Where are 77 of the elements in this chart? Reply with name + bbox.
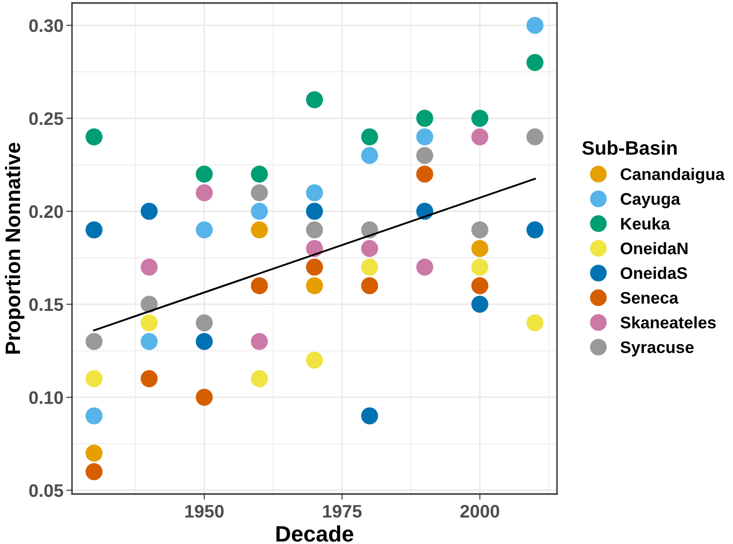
x-tick-label: 2000 [460,504,500,518]
point [526,54,544,72]
point [416,147,434,164]
point [250,221,268,238]
point [250,202,268,220]
x-axis-title: Decade [276,525,354,542]
point [306,352,324,369]
point [86,221,103,238]
point [196,184,213,202]
point [140,314,158,332]
point [140,332,158,350]
y-tick-label: 0.25 [29,112,64,126]
point [471,296,488,313]
point [471,240,488,258]
point [250,277,268,294]
legend-label: Syracuse [620,341,694,356]
y-tick-label: 0.05 [29,484,64,497]
legend-label: OneidaS [620,266,687,280]
point [140,202,158,220]
point [140,370,158,388]
legend-title: Sub-Basin [582,140,677,155]
point [196,388,213,406]
point [306,91,324,108]
point [196,166,213,183]
point [361,277,378,294]
y-tick-label: 0.20 [29,205,63,218]
point [306,277,324,294]
point [526,16,544,34]
y-axis-title: Proportion Nonnative [4,142,24,354]
point [196,332,213,350]
legend-label: Cayuga [620,193,680,208]
point [416,166,434,183]
legend-label: Skaneateles [620,316,716,328]
x-tick-label: 1950 [185,504,224,518]
point [471,258,488,276]
y-tick-label: 0.30 [29,19,63,32]
point [306,221,324,238]
point [86,128,103,146]
point [526,221,544,238]
point [361,147,378,164]
point [416,110,434,127]
legend-label: OneidaN [620,242,688,254]
point [361,258,378,276]
legend-label: Seneca [620,292,679,304]
point [140,258,158,276]
point [250,184,268,202]
point [471,110,488,127]
legend-label: Keuka [621,217,670,230]
point [250,166,268,183]
point [306,202,324,220]
point [86,463,103,480]
point [196,314,213,332]
y-tick-label: 0.15 [29,298,64,312]
y-tick-label: 0.10 [29,391,63,404]
point [196,221,213,238]
point [526,314,544,332]
point [140,296,158,313]
point [306,258,324,276]
point [86,407,103,424]
point [361,407,378,424]
point [86,370,103,388]
point [471,221,488,238]
point [86,444,103,462]
point [250,370,268,388]
point [471,128,488,146]
legend-label: Canandaigua [620,168,725,184]
point [361,240,378,258]
point [306,240,324,258]
point [526,128,544,146]
x-tick-label: 1975 [323,504,362,518]
point [471,277,488,294]
point [250,332,268,350]
point [306,184,324,202]
point [86,332,103,350]
point [416,128,434,146]
point [416,258,434,276]
point [361,128,378,146]
